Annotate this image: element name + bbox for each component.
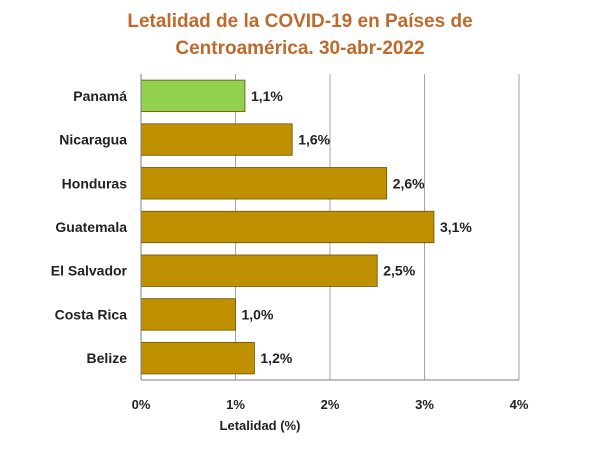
category-label: Nicaragua — [59, 132, 127, 148]
category-label: Costa Rica — [55, 306, 128, 322]
chart-title: Letalidad de la COVID-19 en Países de Ce… — [0, 8, 600, 62]
x-tick-label: 3% — [415, 397, 434, 412]
x-tick-label: 0% — [132, 397, 151, 412]
data-label: 1,1% — [251, 88, 283, 104]
category-label: El Salvador — [51, 263, 128, 279]
bar — [140, 342, 255, 375]
data-label: 1,2% — [260, 350, 292, 366]
bar — [140, 254, 378, 287]
x-tick-label: 1% — [226, 397, 245, 412]
chart-title-line-2: Centroamérica. 30-abr-2022 — [175, 38, 425, 59]
category-label: Panamá — [73, 88, 127, 104]
bar — [140, 79, 246, 112]
x-tick-label: 4% — [510, 397, 529, 412]
bar — [140, 210, 435, 244]
bar — [140, 123, 293, 156]
category-label: Honduras — [62, 175, 128, 191]
bar — [140, 167, 388, 200]
category-label: Guatemala — [55, 219, 127, 235]
data-label: 1,0% — [242, 306, 274, 322]
data-label: 2,6% — [393, 175, 425, 191]
data-label: 2,5% — [383, 263, 415, 279]
x-tick-label: 2% — [321, 397, 340, 412]
x-axis-title: Letalidad (%) — [220, 418, 301, 433]
chart-title-line-1: Letalidad de la COVID-19 en Países de — [127, 11, 473, 32]
category-label: Belize — [87, 350, 128, 366]
data-label: 1,6% — [298, 132, 330, 148]
bar — [140, 298, 236, 331]
data-label: 3,1% — [440, 219, 472, 235]
